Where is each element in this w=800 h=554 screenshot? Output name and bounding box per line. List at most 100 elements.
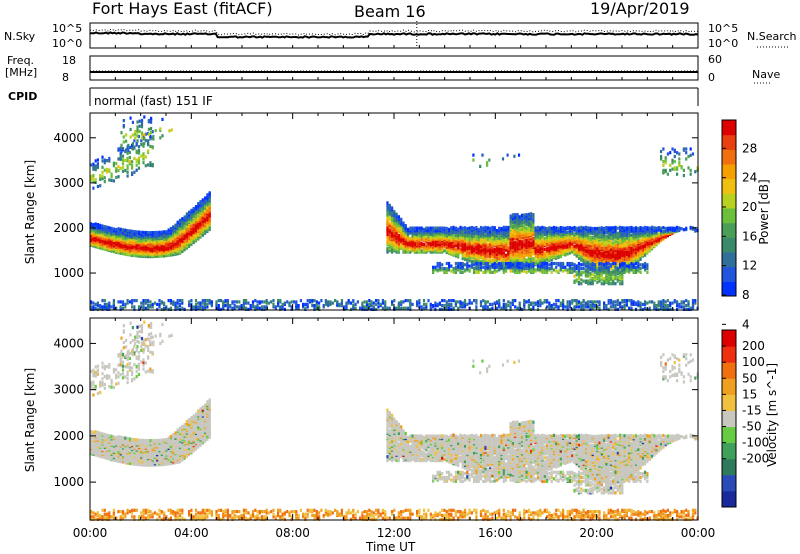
power-echo-cell: [589, 256, 592, 261]
power-echo-cell: [477, 261, 480, 266]
power-echo-cell: [388, 232, 391, 236]
power-echo-cell: [621, 256, 624, 260]
power-echo-cell: [505, 253, 508, 257]
power-echo-cell: [128, 145, 131, 149]
power-echo-cell: [131, 229, 134, 233]
power-echo-cell: [422, 227, 426, 231]
power-echo-cell: [694, 170, 697, 174]
power-echo-cell: [473, 238, 476, 242]
power-echo-cell: [534, 254, 537, 258]
power-echo-cell: [438, 226, 441, 230]
power-echo-cell: [639, 242, 642, 246]
power-echo-cell: [391, 218, 394, 223]
power-echo-cell: [452, 242, 455, 246]
nsearch-tick-top: 10^5: [708, 22, 739, 35]
power-echo-cell: [112, 227, 115, 231]
power-echo-cell: [147, 163, 150, 167]
power-echo-cell: [131, 166, 134, 170]
power-echo-cell: [143, 133, 146, 137]
power-echo-cell: [607, 243, 610, 248]
power-echo-cell: [454, 239, 457, 243]
power-echo-cell: [582, 279, 585, 283]
power-echo-cell: [502, 267, 505, 271]
power-echo-cell: [511, 243, 514, 247]
power-echo-cell: [577, 235, 581, 239]
power-echo-cell: [678, 152, 681, 156]
power-echo-cell: [676, 172, 679, 176]
power-echo-cell: [158, 230, 161, 234]
power-echo-cell: [621, 250, 624, 254]
power-echo-cell: [493, 226, 496, 230]
power-echo-cell: [125, 148, 128, 152]
power-echo-cell: [584, 230, 587, 234]
power-echo-cell: [498, 234, 501, 238]
power-echo-cell: [169, 226, 172, 231]
power-echo-cell: [502, 261, 505, 265]
power-echo-cell: [484, 248, 487, 252]
power-echo-cell: [616, 231, 619, 235]
power-echo-cell: [103, 176, 106, 180]
power-echo-cell: [634, 245, 638, 249]
power-echo-cell: [619, 282, 622, 286]
power-echo-cell: [409, 226, 412, 230]
power-echo-cell: [466, 227, 469, 231]
power-echo-cell: [621, 259, 624, 263]
power-echo-cell: [607, 226, 610, 230]
power-echo-cell: [119, 146, 122, 150]
power-echo-cell: [562, 269, 565, 273]
power-echo-cell: [530, 217, 533, 221]
power-echo-cell: [550, 270, 553, 274]
power-echo-cell: [106, 225, 109, 229]
power-echo-cell: [589, 226, 592, 230]
power-echo-cell: [564, 265, 567, 269]
power-echo-cell: [614, 261, 617, 266]
power-echo-cell: [477, 227, 480, 232]
power-echo-cell: [511, 233, 514, 237]
power-echo-cell: [197, 202, 200, 206]
power-echo-cell: [457, 249, 460, 253]
x-axis-label: Time UT: [366, 540, 416, 554]
power-echo-cell: [555, 261, 558, 266]
power-echo-cell: [646, 245, 649, 249]
power-echo-cell: [498, 240, 501, 244]
power-echo-cell: [660, 149, 663, 154]
power-echo-cell: [129, 127, 132, 132]
power-echo-cell: [539, 226, 542, 230]
power-echo-cell: [530, 212, 533, 216]
freq-label-line2: [MHz]: [5, 66, 38, 79]
power-echo-cell: [450, 245, 453, 249]
power-echo-cell: [582, 246, 585, 250]
power-echo-cell: [511, 237, 514, 241]
power-echo-cell: [634, 226, 638, 230]
power-echo-cell: [689, 168, 692, 172]
power-echo-cell: [662, 160, 665, 164]
power-echo-cell: [152, 134, 155, 139]
power-echo-cell: [489, 249, 492, 253]
power-echo-cell: [402, 221, 405, 225]
power-echo-cell: [566, 233, 569, 237]
power-echo-cell: [461, 244, 464, 248]
power-echo-cell: [525, 233, 528, 237]
power-echo-cell: [685, 151, 688, 155]
power-echo-cell: [122, 135, 125, 139]
power-echo-cell: [678, 161, 681, 165]
power-echo-cell: [628, 240, 631, 244]
power-echo-cell: [429, 226, 432, 230]
power-echo-cell: [486, 261, 489, 266]
power-echo-cell: [161, 134, 164, 138]
power-echo-cell: [161, 117, 164, 121]
power-echo-cell: [159, 136, 162, 140]
power-echo-cell: [559, 228, 562, 232]
power-echo-cell: [593, 263, 597, 267]
power-echo-cell: [92, 186, 95, 190]
power-echo-cell: [92, 176, 95, 180]
power-echo-cell: [119, 166, 122, 170]
power-echo-cell: [653, 226, 656, 230]
power-echo-cell: [101, 159, 104, 163]
power-echo-cell: [404, 234, 407, 238]
power-echo-cell: [466, 242, 469, 246]
power-echo-cell: [536, 234, 540, 238]
power-echo-cell: [206, 193, 209, 197]
power-echo-cell: [470, 263, 473, 267]
